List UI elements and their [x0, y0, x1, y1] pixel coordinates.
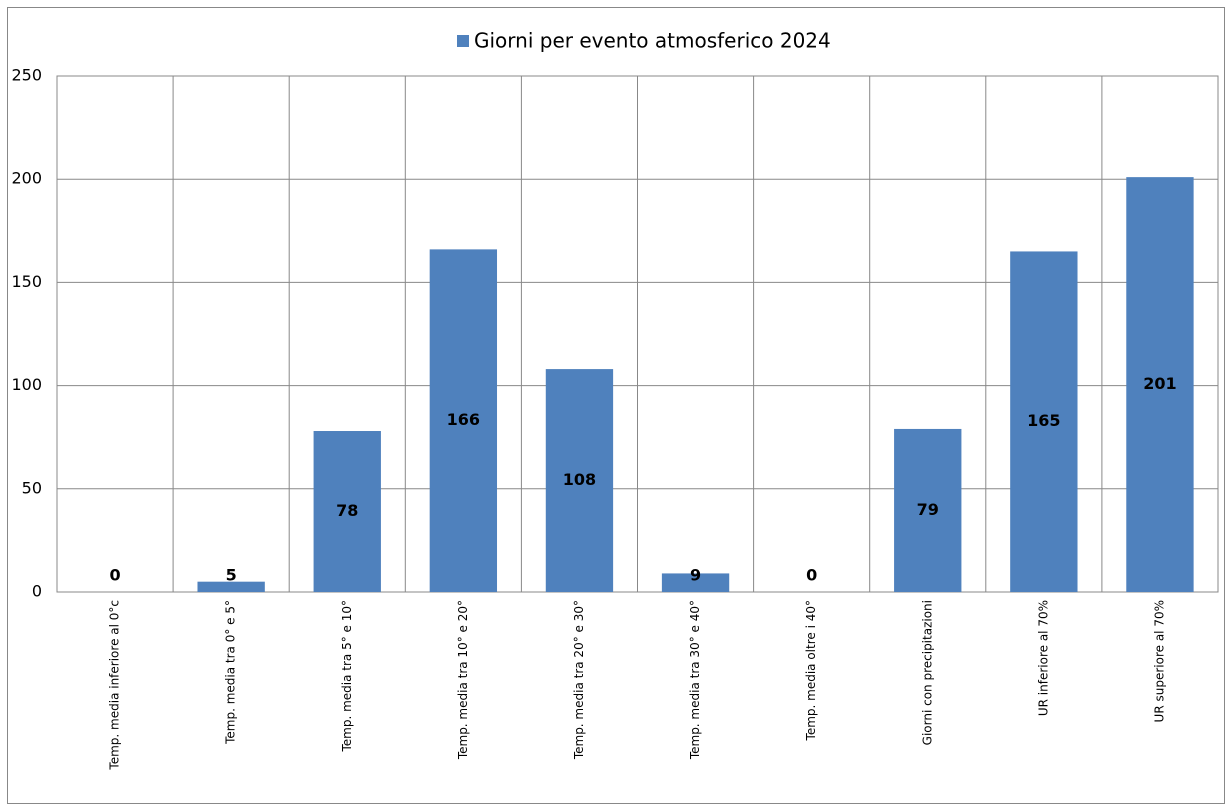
- x-tick-label: Temp. media tra 20° e 30°: [572, 600, 586, 760]
- x-tick-label: Giorni con precipitazioni: [920, 600, 934, 745]
- y-tick-label: 100: [11, 375, 42, 394]
- bar: [197, 581, 265, 592]
- legend-label: Giorni per evento atmosferico 2024: [474, 29, 831, 53]
- bar: [661, 573, 730, 592]
- bar: [1126, 177, 1194, 593]
- bar: [1010, 251, 1078, 592]
- x-tick-label: Temp. media tra 10° e 20°: [456, 600, 470, 760]
- x-tick-label: UR inferiore al 70%: [1036, 600, 1050, 716]
- data-label: 5: [226, 566, 237, 585]
- bar: [545, 369, 614, 592]
- data-label: 9: [690, 566, 701, 585]
- x-tick-label: Temp. media tra 0° e 5°: [224, 600, 238, 745]
- y-tick-label: 250: [11, 66, 42, 85]
- data-label: 79: [917, 500, 939, 519]
- x-tick-label: Temp. media oltre i 40°: [804, 600, 818, 741]
- legend-swatch: [457, 35, 469, 47]
- y-tick-label: 200: [11, 169, 42, 188]
- x-tick-label: Temp. media tra 30° e 40°: [688, 600, 702, 760]
- y-tick-label: 0: [32, 582, 42, 601]
- bar: [313, 431, 381, 592]
- data-label: 201: [1143, 374, 1176, 393]
- y-tick-label: 150: [11, 272, 42, 291]
- x-tick-label: Temp. media inferiore al 0°c: [108, 600, 122, 771]
- data-label: 0: [806, 566, 817, 585]
- y-tick-label: 50: [22, 478, 42, 497]
- data-label: 78: [336, 501, 358, 520]
- bar: [894, 428, 962, 592]
- x-tick-label: UR superiore al 70%: [1152, 600, 1166, 722]
- bar: [429, 249, 498, 592]
- x-tick-label: Temp. media tra 5° e 10°: [340, 600, 354, 753]
- data-label: 166: [447, 410, 480, 429]
- data-label: 0: [109, 566, 120, 585]
- data-label: 108: [563, 470, 596, 489]
- data-label: 165: [1027, 411, 1060, 430]
